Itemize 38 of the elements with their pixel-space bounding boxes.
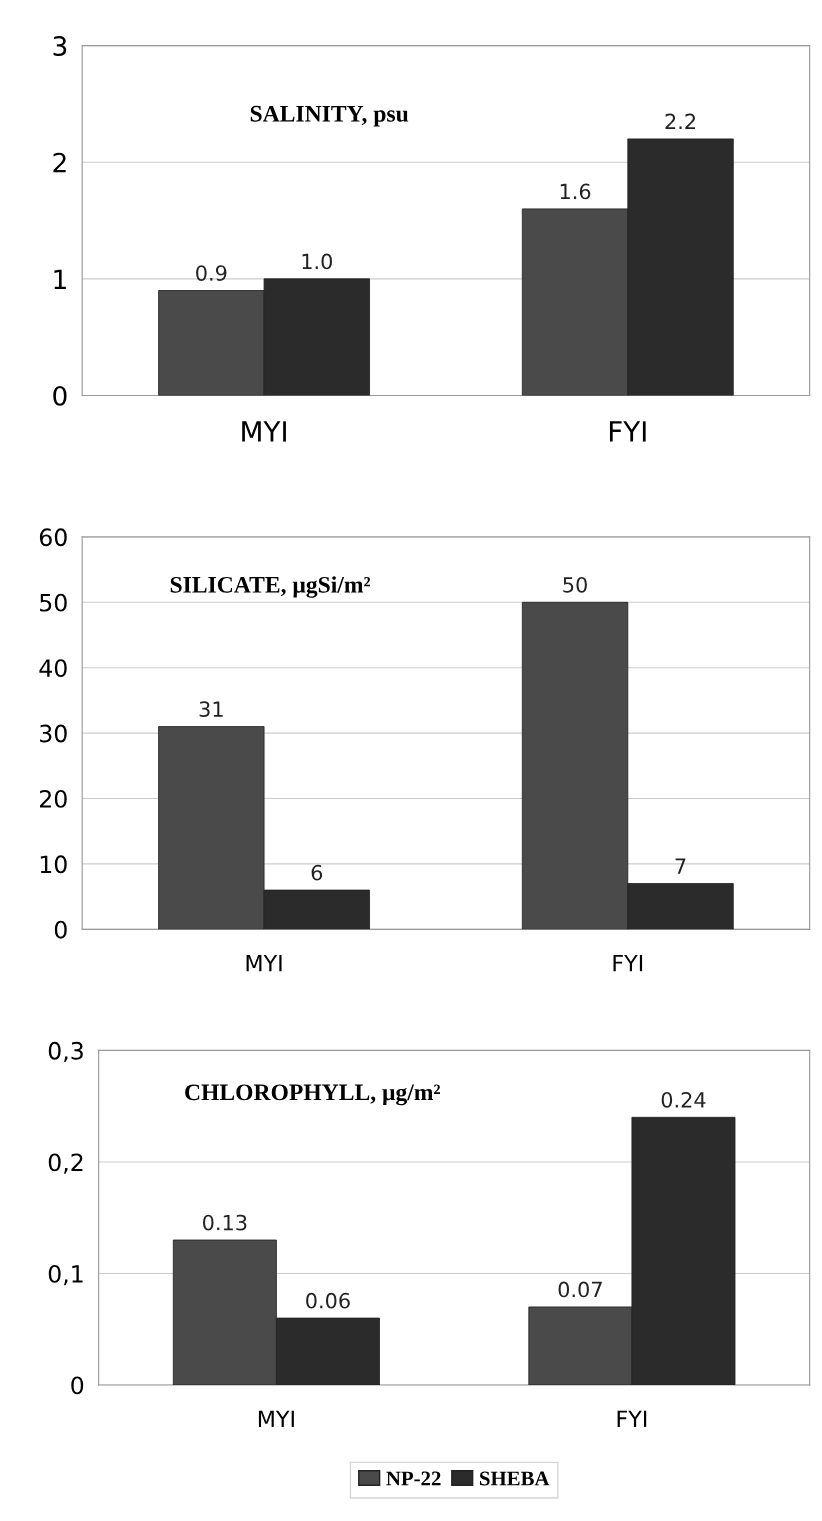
y-tick-label: 60 (39, 528, 67, 547)
data-label: 1.0 (302, 253, 332, 270)
data-label: 0.07 (558, 1281, 602, 1298)
y-tick-label: 10 (40, 855, 67, 874)
x-tick-label: MYI (258, 1410, 294, 1427)
y-tick-label: 0 (71, 1376, 84, 1395)
text: SILICATE, μgSi/m² (170, 576, 371, 598)
y-tick-label: 20 (40, 789, 67, 808)
y-tick-label: 30 (40, 724, 67, 743)
x-tick-label: MYI (246, 955, 282, 972)
data-label: 2.2 (665, 113, 696, 130)
data-label: 50 (563, 576, 587, 593)
text: SALINITY, psu (250, 105, 409, 127)
data-label: 31 (199, 701, 223, 717)
x-tick-label: MYI (242, 421, 286, 442)
y-tick-label: 0,1 (48, 1264, 83, 1286)
data-label: 0.06 (306, 1292, 350, 1309)
legend-label: NP-22 (386, 1471, 441, 1486)
data-label: 0.24 (661, 1091, 706, 1108)
y-tick-label: 0,2 (48, 1153, 83, 1174)
y-tick-label: 2 (53, 152, 66, 173)
legend-label: SHEBA (480, 1471, 550, 1486)
data-label: 7 (675, 858, 686, 874)
x-tick-label: FYI (613, 955, 643, 972)
y-tick-label: 0 (53, 385, 67, 406)
x-tick-label: FYI (609, 421, 646, 442)
data-label: 6 (311, 864, 323, 881)
data-label: 0.9 (196, 265, 227, 281)
x-tick-label: FYI (617, 1410, 647, 1427)
y-tick-label: 0 (54, 920, 67, 939)
data-label: 1.6 (560, 183, 591, 200)
text: CHLOROPHYLL, μg/m² (185, 1084, 440, 1106)
y-tick-label: 0,3 (48, 1041, 83, 1063)
data-label: 0.13 (203, 1214, 247, 1231)
y-tick-label: 1 (54, 269, 66, 289)
y-tick-label: 50 (40, 593, 67, 612)
y-tick-label: 40 (39, 659, 67, 678)
y-tick-label: 3 (53, 36, 67, 57)
